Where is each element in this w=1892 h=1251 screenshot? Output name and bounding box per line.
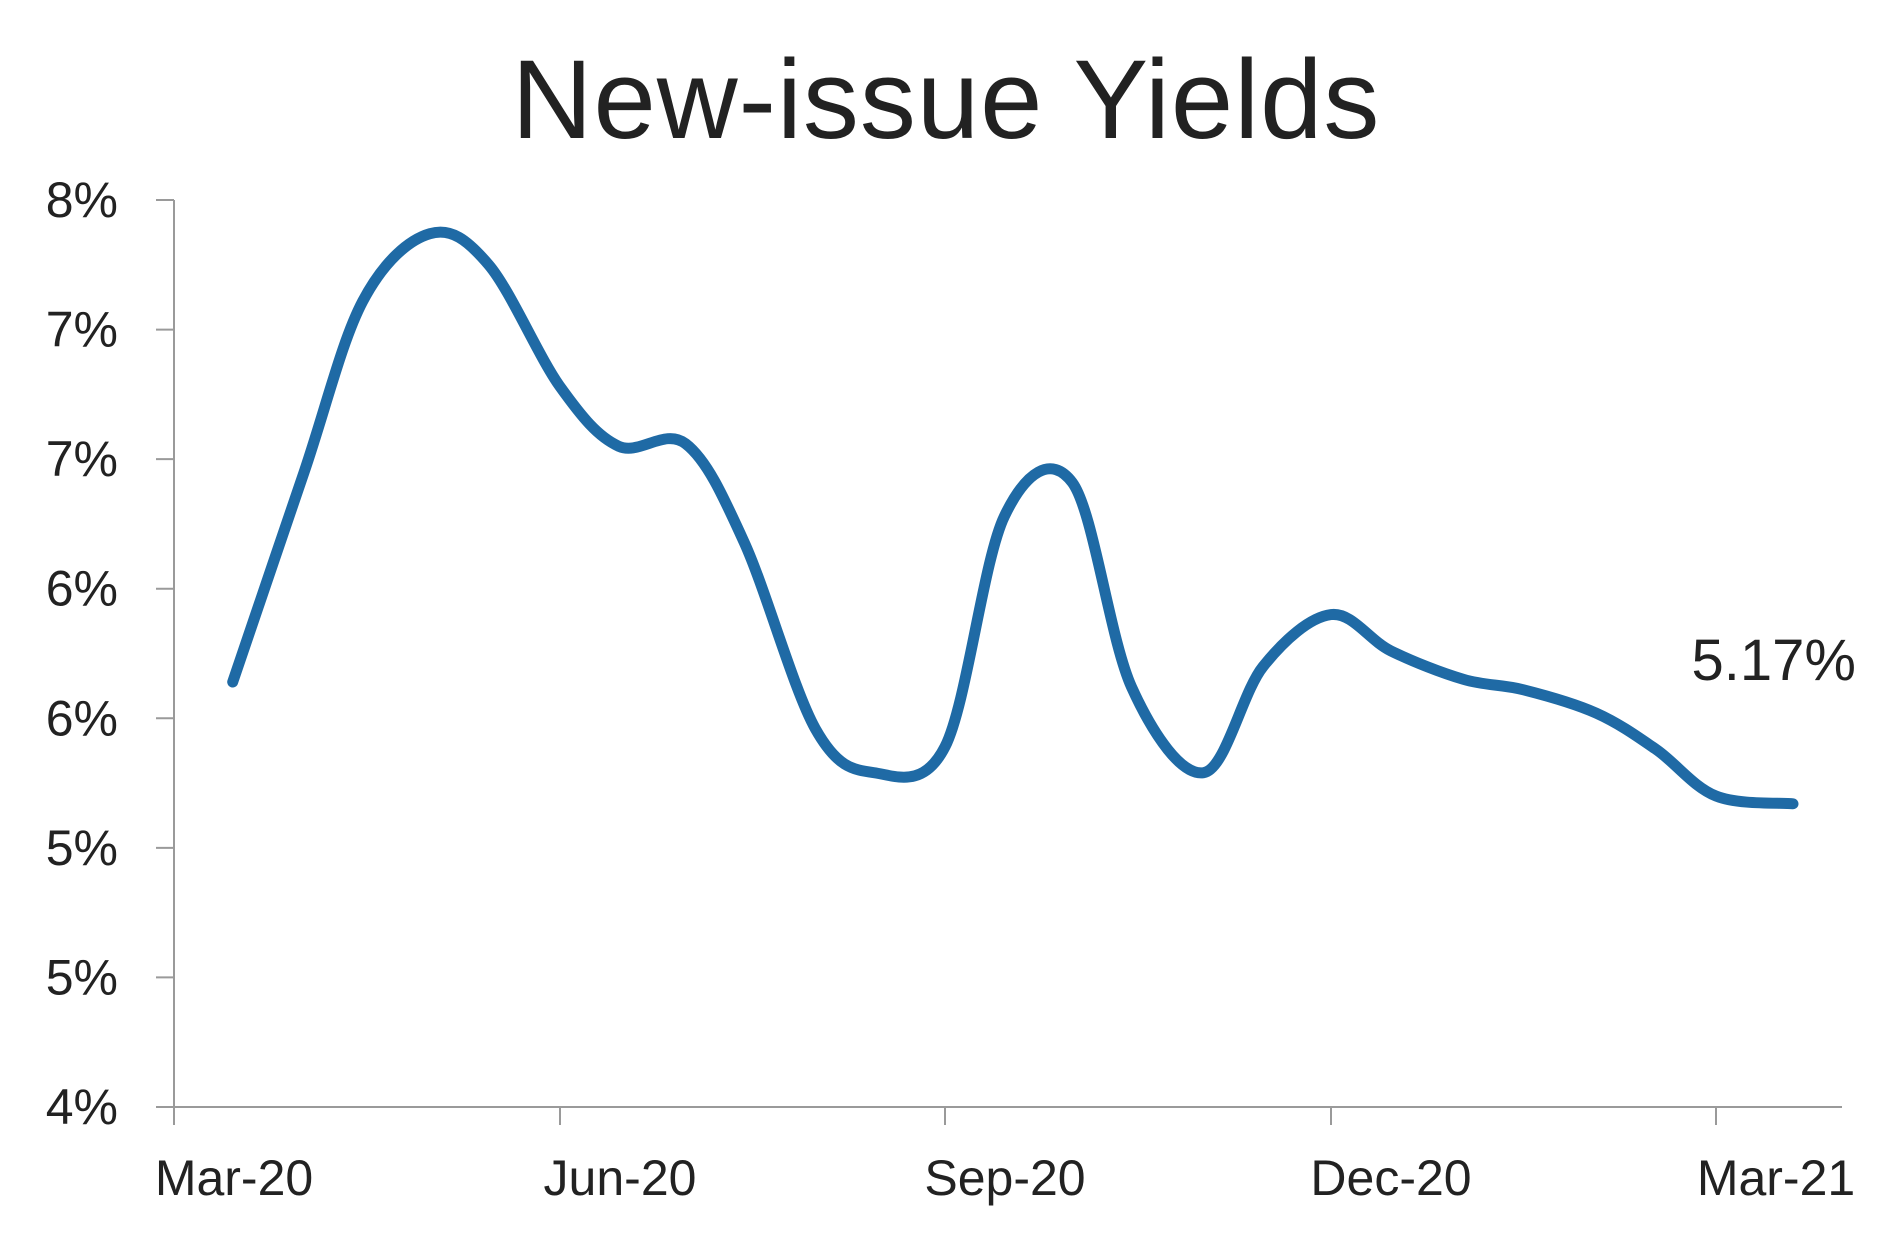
series-line [227,226,1799,810]
x-tick-label: Mar-20 [155,1150,313,1206]
y-tick-label: 6% [46,690,118,746]
y-tick-label: 5% [46,820,118,876]
y-tick-label: 8% [46,172,118,228]
y-tick-label: 7% [46,302,118,358]
y-tick-label: 6% [46,561,118,617]
y-tick-label: 7% [46,431,118,487]
x-tick-label: Mar-21 [1697,1150,1855,1206]
end-value-label: 5.17% [1692,628,1856,693]
x-tick-label: Jun-20 [544,1150,697,1206]
y-tick-label: 5% [46,949,118,1005]
x-tick-label: Sep-20 [924,1150,1085,1206]
x-tick-label: Dec-20 [1310,1150,1471,1206]
chart-title: New-issue Yields [511,37,1381,162]
y-tick-label: 4% [46,1079,118,1135]
